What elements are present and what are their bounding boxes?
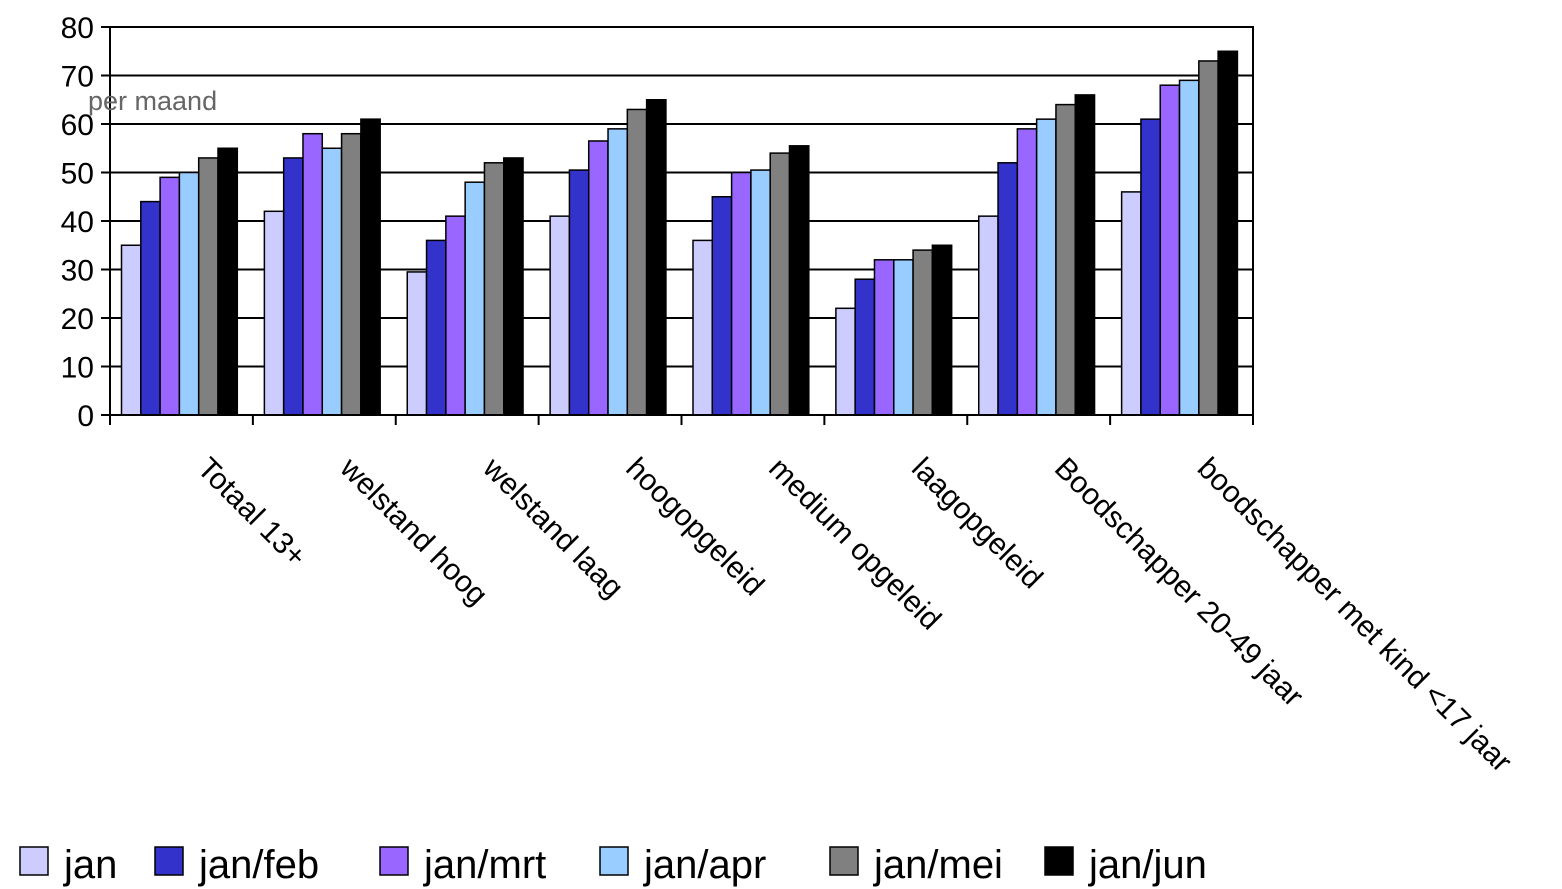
bar xyxy=(1074,94,1096,416)
bar xyxy=(645,99,667,416)
bar xyxy=(587,140,609,416)
legend-item: jan/jun xyxy=(1044,843,1207,887)
y-tick-label: 20 xyxy=(61,303,94,336)
bar xyxy=(626,108,648,416)
bar xyxy=(464,181,486,416)
bar xyxy=(788,145,810,416)
bar xyxy=(711,196,733,416)
bar xyxy=(217,147,239,416)
y-axis: 0 10 20 30 40 50 60 70 80 xyxy=(61,12,110,433)
legend-swatch xyxy=(379,846,409,876)
bar xyxy=(835,307,856,416)
legend-item: jan/mrt xyxy=(379,843,546,887)
legend-label: jan/apr xyxy=(643,843,766,887)
bar xyxy=(912,249,934,416)
legend-label: jan/jun xyxy=(1088,843,1207,887)
bar xyxy=(1055,103,1076,416)
bar xyxy=(769,152,791,416)
y-tick-label: 70 xyxy=(61,61,94,94)
annotation-label: per maand xyxy=(88,86,217,116)
bar xyxy=(1178,79,1200,416)
legend-swatch xyxy=(19,846,49,876)
bar xyxy=(1120,191,1142,416)
bar xyxy=(750,169,771,416)
bar xyxy=(140,200,161,416)
bar xyxy=(1140,118,1161,416)
legend-label: jan xyxy=(63,843,117,887)
legend-swatch xyxy=(1044,846,1074,876)
x-tick-label: boodschapper met kind <17 jaar xyxy=(1191,452,1518,779)
legend-swatch xyxy=(599,846,629,876)
bar xyxy=(730,171,752,416)
legend-item: jan xyxy=(19,843,117,887)
x-tick-label: hoogopgeleid xyxy=(619,452,770,603)
bar xyxy=(406,271,428,416)
bar xyxy=(159,176,181,416)
legend-swatch xyxy=(154,846,184,876)
bar xyxy=(873,259,895,416)
bar xyxy=(197,157,219,416)
bar xyxy=(302,132,324,416)
y-tick-label: 0 xyxy=(77,400,94,433)
x-tick-label: laagopgeleid xyxy=(905,452,1049,596)
bar xyxy=(549,215,571,416)
bar xyxy=(1159,84,1181,416)
bar xyxy=(178,171,200,416)
x-tick-label: welstand hoog xyxy=(333,451,494,612)
bar xyxy=(997,162,1019,416)
bar xyxy=(931,244,953,416)
y-tick-label: 50 xyxy=(61,158,94,191)
bar xyxy=(120,244,142,416)
legend-label: jan/mrt xyxy=(423,843,546,887)
bar xyxy=(425,239,447,416)
legend-label: jan/mei xyxy=(873,843,1003,887)
bar xyxy=(893,259,914,416)
legend-item: jan/feb xyxy=(154,843,319,887)
bar xyxy=(282,157,304,416)
bar xyxy=(483,162,505,416)
x-tick-label: Boodschapper 20-49 jaar xyxy=(1048,452,1310,714)
y-tick-label: 60 xyxy=(61,109,94,142)
legend-item: jan/apr xyxy=(599,843,766,887)
legend-label: jan/feb xyxy=(198,843,319,887)
bar xyxy=(1217,50,1239,416)
bar xyxy=(854,278,876,416)
bar xyxy=(360,118,381,416)
bar xyxy=(340,132,362,416)
bar xyxy=(445,215,466,416)
bar xyxy=(263,210,285,416)
y-tick-label: 40 xyxy=(61,206,94,239)
bar xyxy=(568,169,590,416)
y-tick-label: 80 xyxy=(61,12,94,45)
bar xyxy=(607,128,629,416)
bar xyxy=(503,157,524,416)
bar xyxy=(978,215,999,416)
bar xyxy=(321,147,343,416)
x-tick-label: Totaal 13+ xyxy=(191,452,313,574)
y-tick-label: 10 xyxy=(61,352,94,385)
bar xyxy=(1198,60,1219,416)
bar xyxy=(1035,118,1057,416)
legend-swatch xyxy=(829,846,859,876)
y-tick-label: 30 xyxy=(61,255,94,288)
bar xyxy=(1016,128,1038,416)
legend: jan jan/feb jan/mrt jan/apr jan/mei jan/jun xyxy=(19,843,1207,887)
x-tick-label: welstand laag xyxy=(476,451,630,605)
bar xyxy=(692,239,714,416)
legend-item: jan/mei xyxy=(829,843,1003,887)
bars xyxy=(120,50,1239,416)
